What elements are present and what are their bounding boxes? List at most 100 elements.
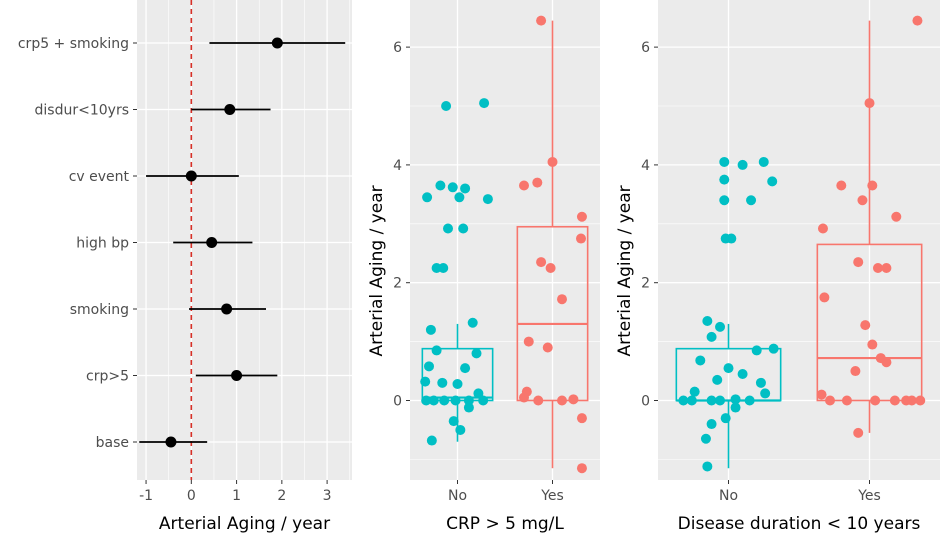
- data-point: [860, 320, 871, 331]
- data-point: [576, 463, 587, 474]
- estimate-point: [165, 436, 177, 448]
- data-point: [719, 195, 730, 206]
- data-point: [715, 321, 726, 332]
- data-point: [471, 348, 482, 359]
- y-tick-label: 4: [641, 158, 650, 174]
- data-point: [817, 223, 828, 234]
- data-point: [816, 389, 827, 400]
- plot-background: [658, 0, 940, 480]
- data-point: [455, 424, 466, 435]
- x-tick-label: No: [448, 488, 467, 504]
- x-axis-title: Arterial Aging / year: [159, 514, 330, 534]
- estimate-point: [221, 303, 233, 315]
- data-point: [768, 343, 779, 354]
- y-tick-label: smoking: [70, 302, 129, 318]
- data-point: [458, 223, 469, 234]
- x-axis-title: Disease duration < 10 years: [678, 514, 921, 534]
- data-point: [836, 180, 847, 191]
- data-point: [889, 395, 900, 406]
- data-point: [853, 257, 864, 268]
- x-tick-label: Yes: [857, 488, 881, 504]
- data-point: [726, 233, 737, 244]
- data-point: [751, 345, 762, 356]
- x-tick-label: No: [719, 488, 738, 504]
- x-tick-label: -1: [139, 488, 153, 504]
- data-point: [702, 461, 713, 472]
- data-point: [536, 15, 547, 26]
- data-point: [825, 395, 836, 406]
- data-point: [737, 368, 748, 379]
- data-point: [478, 395, 489, 406]
- estimate-point: [224, 104, 236, 115]
- data-point: [730, 394, 741, 405]
- data-point: [906, 395, 917, 406]
- data-point: [746, 195, 757, 206]
- y-tick-label: high bp: [76, 236, 129, 252]
- data-point: [460, 183, 471, 194]
- data-point: [532, 177, 543, 188]
- data-point: [536, 257, 547, 268]
- plot-background: [137, 0, 352, 480]
- data-point: [841, 395, 852, 406]
- data-point: [912, 15, 923, 26]
- data-point: [870, 395, 881, 406]
- data-point: [557, 395, 567, 406]
- data-point: [428, 395, 439, 406]
- x-tick-label: 0: [187, 488, 196, 504]
- data-point: [422, 192, 433, 203]
- data-point: [441, 101, 452, 112]
- y-tick-label: cv event: [69, 169, 130, 185]
- data-point: [460, 363, 471, 374]
- data-point: [482, 194, 493, 205]
- data-point: [439, 395, 450, 406]
- data-point: [568, 394, 579, 405]
- x-tick-label: 1: [232, 488, 241, 504]
- data-point: [695, 355, 706, 366]
- y-tick-label: 0: [393, 393, 402, 409]
- data-point: [438, 262, 449, 273]
- data-point: [463, 395, 474, 406]
- data-point: [431, 345, 442, 356]
- data-point: [426, 435, 437, 446]
- data-point: [523, 336, 534, 347]
- data-point: [706, 419, 717, 430]
- data-point: [872, 262, 883, 273]
- data-point: [450, 395, 461, 406]
- data-point: [744, 395, 755, 406]
- x-tick-label: Yes: [540, 488, 564, 504]
- data-point: [437, 377, 448, 388]
- box-iqr: [516, 225, 589, 402]
- y-axis-title: Arterial Aging / year: [367, 185, 387, 356]
- y-tick-label: crp5 + smoking: [18, 36, 129, 52]
- forest-plot-panel: crp5 + smoking disdur<10yrs cv event high b…: [18, 0, 352, 534]
- data-point: [915, 395, 926, 406]
- data-point: [576, 211, 587, 222]
- data-point: [760, 388, 771, 399]
- x-axis-title: CRP > 5 mg/L: [446, 514, 564, 534]
- data-point: [463, 402, 474, 413]
- y-tick-label: disdur<10yrs: [35, 103, 129, 119]
- data-point: [678, 395, 689, 406]
- estimate-point: [185, 170, 197, 182]
- estimate-point: [231, 370, 243, 381]
- data-point: [719, 156, 730, 167]
- data-point: [557, 294, 567, 305]
- data-point: [452, 379, 463, 389]
- y-tick-label: 2: [641, 276, 650, 292]
- data-point: [448, 416, 459, 427]
- data-point: [576, 233, 586, 244]
- data-point: [881, 262, 892, 273]
- disease-duration-boxplot-panel: 0 2 4 6 No Yes Disease duration < 10 years Arte…: [615, 0, 940, 534]
- y-tick-label: crp>5: [86, 369, 129, 385]
- x-tick-label: 3: [323, 488, 332, 504]
- box-iqr: [816, 243, 923, 402]
- data-point: [467, 317, 478, 328]
- data-point: [891, 211, 902, 222]
- data-point: [545, 262, 556, 273]
- data-point: [443, 223, 453, 234]
- data-point: [435, 180, 446, 191]
- data-point: [715, 395, 726, 406]
- data-point: [420, 376, 431, 387]
- data-point: [519, 180, 529, 191]
- data-point: [421, 395, 432, 406]
